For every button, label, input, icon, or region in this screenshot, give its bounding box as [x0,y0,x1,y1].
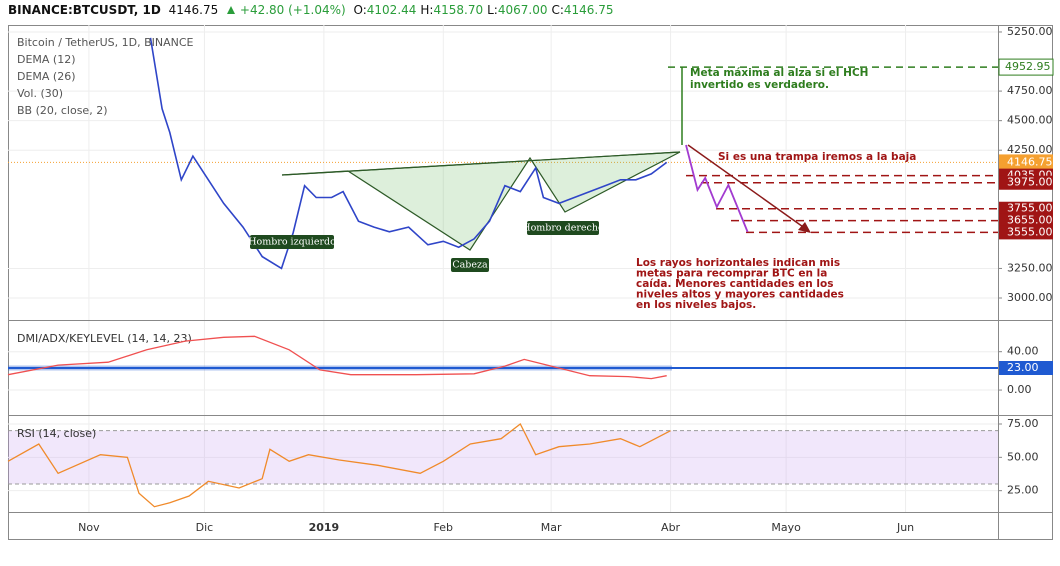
y-tick-label: 3000.00 [1007,291,1053,304]
down-arrow [687,144,807,230]
last-price-label: 4146.75 [1007,155,1053,168]
panel-title: DMI/ADX/KEYLEVEL (14, 14, 23) [17,332,192,345]
x-tick-label: Abr [661,521,681,534]
frame [8,25,1053,540]
y-tick-label: 25.00 [1007,484,1039,497]
keylevel-label: 23.00 [1007,361,1039,374]
annotation: Los rayos horizontales indican mis [636,257,840,269]
header: BINANCE:BTCUSDT, 1D 4146.75 +42.80 (+1.0… [8,3,622,17]
annotation: niveles altos y mayores cantidades [636,289,844,301]
y-tick-label: 4750.00 [1007,84,1053,97]
buy-level-box [999,175,1053,190]
keylevel-box [999,361,1053,375]
indicator-name: Vol. (30) [17,87,63,100]
x-tick-label: Feb [434,521,453,534]
y-tick-label: 4500.00 [1007,114,1053,127]
x-tick-label: Mayo [771,521,801,534]
y-tick-label: 5250.00 [1007,25,1053,38]
ohlc: O:4102.44 H:4158.70 L:4067.00 C:4146.75 [354,3,618,17]
buy-level-label: 3655.00 [1007,214,1053,227]
pattern-label-box [451,258,489,272]
buy-level-label: 3755.00 [1007,202,1053,215]
y-tick-label: 75.00 [1007,417,1039,430]
hch-pattern [281,151,681,251]
indicator-name: BB (20, close, 2) [17,104,108,117]
annotation: en los niveles bajos. [636,299,756,311]
buy-level-label: 3975.00 [1007,176,1053,189]
annotation: Meta máxima al alza si el HCH [690,67,868,79]
pattern-label: Hombro derecho [522,223,604,234]
x-tick-label: Mar [541,521,562,534]
pattern-label: Cabeza [452,260,488,271]
x-tick-label: Jun [896,521,914,534]
x-tick-label: Dic [196,521,214,534]
annotation: invertido es verdadero. [690,79,829,91]
x-tick-label: 2019 [309,521,340,534]
ohlc-label: O: [353,3,367,17]
target-label: 4952.95 [1005,60,1051,73]
pattern-label-box [527,221,599,235]
change: +42.80 (+1.04%) [239,3,346,17]
target-box [998,58,1054,76]
indicator-name: DEMA (26) [17,70,76,83]
ohlc-value: 4146.75 [563,3,614,17]
buy-level-box [999,225,1053,240]
x-tick-label: Nov [78,521,100,534]
y-tick-label: 50.00 [1007,450,1039,463]
pattern-label-box [250,235,334,249]
buy-level-box [999,213,1053,228]
rsi-band [8,430,998,484]
annotation: Si es una trampa iremos a la baja [718,151,916,163]
y-tick-label: 40.00 [1007,345,1039,358]
legend-entry: Bitcoin / TetherUS, 1D, BINANCE [17,36,194,49]
pattern-label: Hombro izquierdo [248,237,336,248]
y-tick-label: 4250.00 [1007,143,1053,156]
annotation: metas para recomprar BTC en la [636,268,827,280]
ohlc-value: 4158.70 [433,3,484,17]
annotation: caída. Menores cantidades en los [636,278,833,290]
indicator-line [7,335,667,380]
indicator-line [7,423,671,508]
ohlc-value: 4067.00 [497,3,548,17]
projection-line [685,144,749,233]
ohlc-label: L: [487,3,498,17]
y-tick-label: 3250.00 [1007,261,1053,274]
buy-level-box [999,201,1053,216]
last-price-box [999,154,1053,171]
symbol: BINANCE:BTCUSDT, 1D [8,3,161,17]
ohlc-value: 4102.44 [366,3,417,17]
buy-level-label: 3555.00 [1007,225,1053,238]
y-tick-label: 0.00 [1007,383,1032,396]
ohlc-label: C: [551,3,564,17]
up-arrow [227,6,236,14]
last-price: 4146.75 [168,3,219,17]
arrow-head [798,222,811,233]
panel-title: RSI (14, close) [17,427,96,440]
price-line [149,37,668,270]
ohlc-label: H: [420,3,434,17]
neckline [281,151,681,176]
indicator-name: DEMA (12) [17,53,76,66]
